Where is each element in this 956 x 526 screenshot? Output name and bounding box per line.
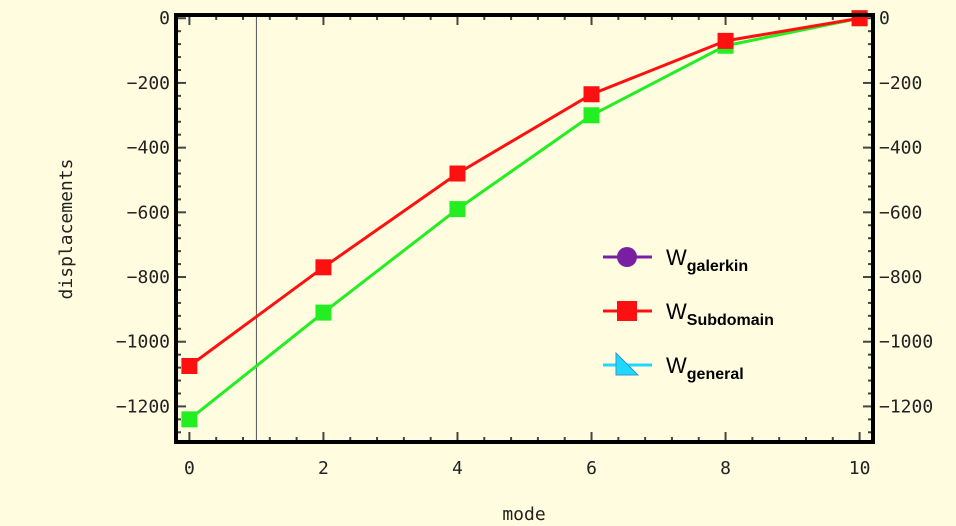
y-tick-labels-left: 0 −200 −400 −600 −800 −1000 −1200 [116, 8, 170, 417]
legend-marker-circle-icon [617, 247, 637, 267]
y-tick-label: −600 [127, 202, 170, 223]
y-tick-label: −200 [879, 73, 922, 94]
y-tick-labels-right: 0 −200 −400 −600 −800 −1000 −1200 [879, 8, 933, 417]
legend-marker-square-icon [617, 301, 637, 321]
legend-marker-triangle-icon [615, 351, 640, 376]
y-tick-label: −400 [879, 138, 922, 159]
x-axis-title: mode [502, 504, 545, 525]
x-tick-label: 4 [452, 458, 463, 479]
data-point [449, 201, 466, 218]
y-tick-label: −1200 [116, 396, 170, 417]
x-tick-label: 10 [849, 458, 871, 479]
x-tick-label: 0 [184, 458, 195, 479]
data-point [315, 304, 332, 321]
y-tick-label: −1000 [116, 332, 170, 353]
x-tick-label: 8 [720, 458, 731, 479]
y-tick-label: −200 [127, 73, 170, 94]
data-point [181, 357, 198, 374]
legend-label: Wgeneral [666, 353, 744, 383]
y-tick-label: −1200 [879, 396, 933, 417]
y-tick-label: 0 [159, 8, 170, 29]
data-point [181, 411, 198, 428]
data-point [717, 32, 734, 49]
legend: Wgalerkin WSubdomain Wgeneral [603, 245, 774, 383]
series-line [188, 16, 860, 421]
y-tick-label: −1000 [879, 332, 933, 353]
y-axis-title: displacements [56, 159, 77, 300]
y-tick-label: 0 [879, 8, 890, 29]
y-tick-label: −800 [127, 267, 170, 288]
series-layer [181, 10, 868, 428]
y-tick-label: −400 [127, 138, 170, 159]
data-point [449, 165, 466, 182]
legend-label: Wgalerkin [666, 245, 748, 275]
plot-background [176, 15, 873, 442]
y-tick-label: −800 [879, 267, 922, 288]
plot-frame [174, 13, 875, 444]
y-tick-label: −600 [879, 202, 922, 223]
legend-label: WSubdomain [666, 299, 774, 329]
data-point [583, 107, 600, 124]
series-line [188, 16, 860, 368]
x-tick-label: 6 [586, 458, 597, 479]
x-tick-labels: 0 2 4 6 8 10 [184, 458, 870, 479]
x-tick-label: 2 [318, 458, 329, 479]
data-point [583, 86, 600, 103]
data-point [315, 259, 332, 276]
data-point [851, 10, 868, 27]
